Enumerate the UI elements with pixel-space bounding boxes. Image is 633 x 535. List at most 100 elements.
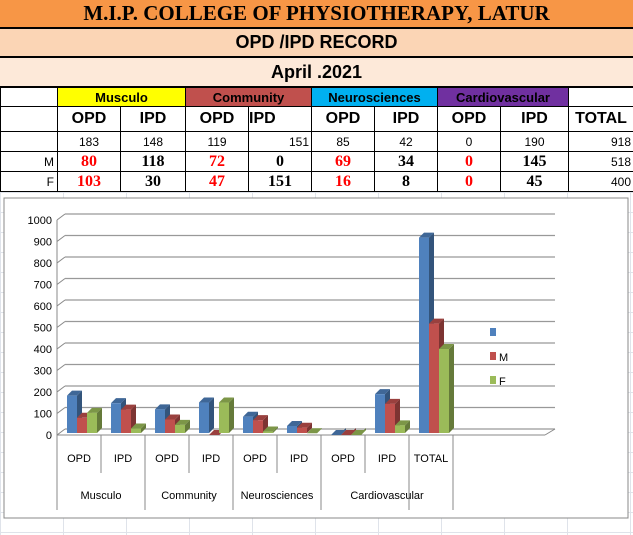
bar-top	[375, 389, 390, 395]
group-header-cardiovascular: Cardiovascular	[437, 87, 570, 107]
grid-diag	[56, 364, 66, 371]
y-tick-label: 200	[34, 387, 52, 399]
bar-top	[307, 428, 322, 434]
bar-side	[307, 422, 312, 433]
bar-m	[165, 419, 175, 433]
bar-m	[121, 409, 131, 433]
y-tick-label: 0	[46, 430, 52, 442]
group-label: Neurosciences	[241, 490, 314, 502]
bar-f	[131, 428, 141, 433]
x-tick-label: OPD	[331, 453, 355, 465]
grid-diag	[56, 321, 66, 328]
bar-side	[141, 423, 146, 433]
table-cell: 30	[119, 171, 187, 192]
bar-total	[243, 416, 253, 433]
grid-diag	[56, 428, 66, 436]
table-cell: 72	[185, 151, 250, 172]
bar-top	[253, 415, 268, 421]
bar-m	[253, 420, 263, 433]
y-tick-label: 700	[34, 280, 52, 292]
table-cell: 45	[500, 171, 570, 192]
bar-top	[131, 423, 146, 429]
table-cell: 80	[57, 151, 121, 172]
x-tick-label: IPD	[290, 453, 308, 465]
bar-total	[419, 237, 429, 433]
period-title: April .2021	[0, 58, 633, 87]
table-cell: 151	[248, 131, 313, 152]
table-cell: 0	[437, 131, 502, 152]
grid-diag	[56, 213, 66, 221]
x-tick-label: OPD	[243, 453, 267, 465]
grid-diag	[56, 407, 66, 414]
bar-top	[351, 430, 366, 435]
period-text: April .2021	[270, 61, 363, 82]
bar-top	[165, 414, 180, 420]
x-tick-label: OPD	[67, 453, 91, 465]
bar-m	[429, 323, 439, 433]
y-tick-label: 1000	[28, 215, 52, 227]
x-tick-label: IPD	[114, 453, 132, 465]
bar-f	[219, 402, 229, 433]
table-cell: 85	[311, 131, 376, 152]
legend-swatch	[490, 352, 496, 360]
blank-cell	[568, 87, 633, 107]
bar-side	[449, 344, 454, 433]
bar-top	[243, 411, 258, 417]
bar-side	[209, 397, 214, 433]
group-label: Musculo	[81, 490, 122, 502]
bar-top	[155, 404, 170, 410]
bar-f	[263, 431, 273, 433]
bar-f	[175, 424, 185, 433]
table-cell: 47	[185, 171, 250, 192]
table-cell: 119	[185, 131, 250, 152]
legend-label: M	[499, 352, 508, 364]
bar-m	[77, 417, 87, 433]
y-tick-label: 800	[34, 258, 52, 270]
grid-diag	[56, 342, 66, 350]
grid-diag	[56, 299, 66, 307]
subtitle-text: OPD /IPD RECORD	[235, 32, 398, 52]
group-header-musculo: Musculo	[56, 87, 187, 107]
table-cell: 400	[568, 171, 633, 192]
bar-top	[111, 398, 126, 404]
bar-top	[87, 407, 102, 413]
bar-top	[419, 232, 434, 238]
row-label: M	[0, 151, 58, 172]
table-cell: 918	[568, 131, 633, 152]
row-label: F	[0, 171, 58, 192]
bar-total	[375, 394, 385, 433]
y-tick-label: 300	[34, 366, 52, 378]
subheader-opd: OPD	[57, 106, 121, 132]
subheader-ipd: IPD	[119, 106, 187, 132]
subheader-opd: OPD	[437, 106, 502, 132]
grid-diag	[56, 278, 66, 285]
y-tick-label: 500	[34, 323, 52, 335]
y-tick-label: 400	[34, 344, 52, 356]
opd-ipd-chart[interactable]: 0 100 200 300 400 500 600 700 800 900 1000 OPD IPD OP…	[0, 195, 633, 535]
table-cell: 8	[374, 171, 439, 192]
legend-swatch	[490, 376, 496, 384]
bar-m	[297, 427, 307, 433]
x-tick-label: IPD	[378, 453, 396, 465]
bar-total	[155, 409, 165, 433]
table-cell: 69	[311, 151, 376, 172]
table-cell: 16	[311, 171, 376, 192]
subheader-total: TOTAL	[568, 106, 633, 132]
subheader-ipd: IPD	[248, 106, 313, 132]
bar-top	[439, 344, 454, 349]
bar-total	[199, 402, 209, 433]
bar-f	[395, 425, 405, 433]
bar-f	[87, 412, 97, 433]
bar-total	[111, 403, 121, 433]
bar-f	[439, 349, 449, 433]
bar-top	[429, 318, 444, 324]
table-cell: 34	[374, 151, 439, 172]
table-cell: 0	[437, 151, 502, 172]
bar-top	[297, 422, 312, 428]
bar-side	[185, 419, 190, 433]
college-title: M.I.P. COLLEGE OF PHYSIOTHERAPY, LATUR	[0, 0, 633, 29]
table-cell: 118	[119, 151, 187, 172]
row-label	[0, 131, 58, 152]
blank-cell	[0, 106, 58, 132]
subheader-opd: OPD	[311, 106, 376, 132]
